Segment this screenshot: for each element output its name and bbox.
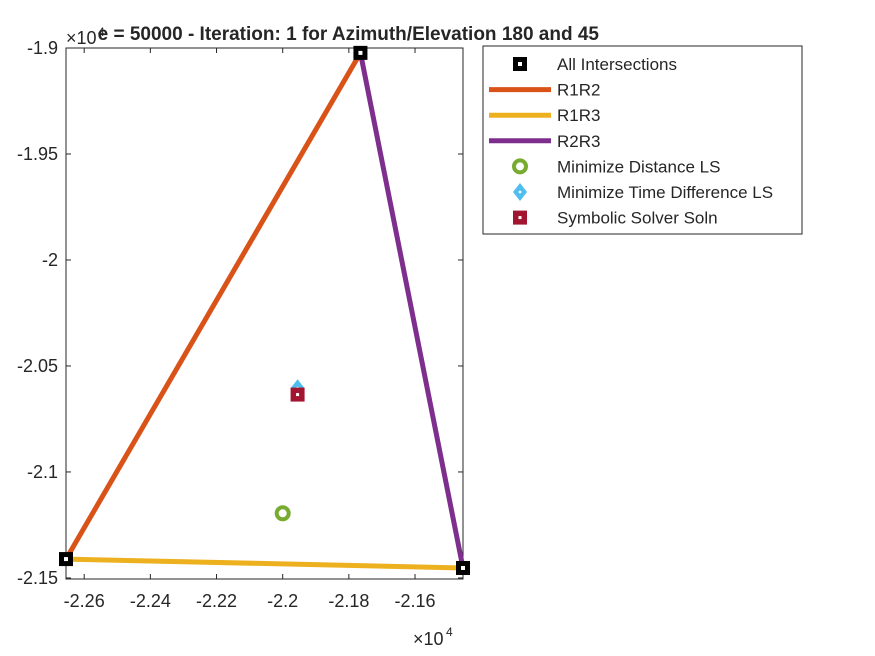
legend-label: R1R3: [557, 106, 600, 125]
y-axis-multiplier: ×10 4: [66, 25, 105, 48]
legend-entry: R1R3: [489, 106, 600, 125]
y-tick-label: -2.1: [27, 462, 58, 482]
chart-title: e = 50000 - Iteration: 1 for Azimuth/Ele…: [98, 24, 600, 45]
axes-box: [65, 47, 464, 580]
series-line-r2r3: [357, 52, 466, 569]
legend-label: Minimize Distance LS: [557, 157, 720, 176]
y-tick-label: -2: [42, 250, 58, 270]
legend-marker-swatch-center: [518, 216, 522, 220]
legend-entry: R2R3: [489, 132, 600, 151]
legend-label: R2R3: [557, 132, 600, 151]
y-tick-label: -1.9: [27, 38, 58, 58]
legend-entry: Symbolic Solver Soln: [513, 209, 718, 228]
y-tick-label: -1.95: [17, 144, 58, 164]
x-tick-label: -2.26: [64, 591, 105, 611]
legend-entry: R1R2: [489, 81, 600, 100]
data-point-circle: [274, 505, 291, 522]
legend-marker-swatch-center: [518, 190, 522, 194]
x-tick-label: -2.22: [196, 591, 237, 611]
series-line-r1r3: [65, 556, 464, 571]
data-point-square-center: [296, 393, 300, 397]
svg-text:4: 4: [98, 25, 105, 39]
legend-marker-swatch-center: [518, 62, 522, 66]
legend-label: Minimize Time Difference LS: [557, 183, 773, 202]
x-tick-label: -2.16: [395, 591, 436, 611]
data-point-square-center: [64, 557, 68, 562]
series-line-r1r2: [63, 51, 363, 561]
legend: All Intersections R1R2 R1R3 R2R3 Minimize Di…: [482, 45, 803, 235]
x-tick-label: -2.2: [267, 591, 298, 611]
x-tick-label: -2.18: [328, 591, 369, 611]
svg-text:4: 4: [446, 625, 453, 639]
x-tick-label: -2.24: [130, 591, 171, 611]
y-tick-label: -2.15: [17, 568, 58, 588]
legend-entry: Minimize Time Difference LS: [513, 183, 773, 202]
legend-entry: Minimize Distance LS: [512, 157, 720, 176]
svg-text:×10: ×10: [66, 28, 97, 48]
y-tick-label: -2.05: [17, 356, 58, 376]
data-point-square-center: [461, 565, 465, 570]
legend-label: R1R2: [557, 81, 600, 100]
svg-text:×10: ×10: [413, 629, 444, 649]
data-point-square-center: [358, 50, 363, 55]
legend-marker-swatch: [512, 158, 528, 175]
x-axis-multiplier: ×10 4: [413, 625, 453, 649]
legend-label: All Intersections: [557, 55, 677, 74]
legend-entry: All Intersections: [513, 55, 677, 74]
legend-label: Symbolic Solver Soln: [557, 209, 718, 228]
plot-area: -2.26 -2.24 -2.22 -2.2 -2.18 -2.16 -1.9 -1.95 -2…: [17, 38, 470, 611]
